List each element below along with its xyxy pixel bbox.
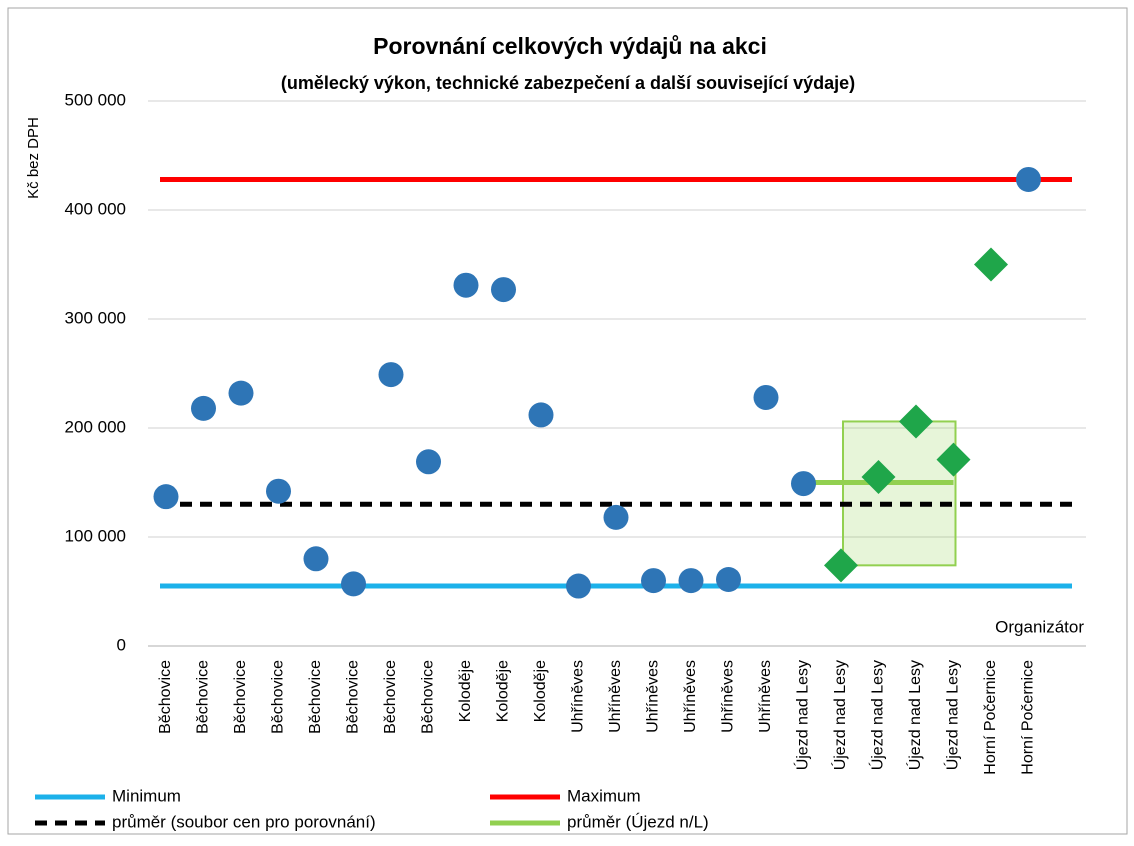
- x-tick-label: Běchovice: [157, 660, 174, 734]
- data-point: [491, 277, 516, 303]
- x-tick-label: Horní Počernice: [982, 660, 999, 775]
- y-tick-label: 400 000: [65, 199, 126, 218]
- data-point: [528, 402, 554, 428]
- x-tick-label: Újezd nad Lesy: [905, 660, 924, 770]
- y-tick-label: 100 000: [65, 526, 126, 545]
- x-tick-label: Koloděje: [457, 660, 474, 722]
- data-point: [753, 384, 779, 410]
- data-point: [641, 568, 666, 594]
- data-point: [936, 442, 971, 477]
- data-point: [1016, 166, 1041, 192]
- x-tick-label: Běchovice: [232, 660, 249, 734]
- y-tick-label: 200 000: [65, 417, 126, 436]
- x-tick-label: Uhříněves: [720, 660, 737, 733]
- data-point: [566, 573, 591, 599]
- x-tick-label: Běchovice: [420, 660, 437, 734]
- x-tick-label: Běchovice: [382, 660, 399, 734]
- data-point: [266, 478, 291, 504]
- y-tick-label: 0: [117, 635, 126, 654]
- x-tick-label: Uhříněves: [757, 660, 774, 733]
- data-point: [791, 471, 816, 497]
- x-tick-label: Koloděje: [495, 660, 512, 722]
- data-point: [974, 247, 1008, 282]
- x-tick-label: Běchovice: [345, 660, 362, 734]
- data-point: [341, 571, 366, 597]
- data-point: [824, 548, 858, 583]
- data-point: [416, 449, 441, 475]
- y-tick-label: 500 000: [65, 90, 126, 109]
- x-tick-label: Běchovice: [270, 660, 287, 734]
- y-axis-label: Kč bez DPH: [25, 117, 42, 199]
- legend-label: Maximum: [567, 786, 641, 805]
- x-tick-label: Běchovice: [307, 660, 324, 734]
- range-box: [842, 420, 957, 567]
- data-point: [899, 404, 933, 439]
- x-tick-label: Uhříněves: [607, 660, 624, 733]
- x-tick-label: Horní Počernice: [1020, 660, 1037, 775]
- data-point: [603, 504, 629, 530]
- data-point: [861, 460, 896, 495]
- x-tick-label: Uhříněves: [570, 660, 587, 733]
- data-point: [678, 568, 704, 594]
- chart-title: Porovnání celkových výdajů na akci: [373, 33, 767, 59]
- x-tick-label: Újezd nad Lesy: [943, 660, 962, 770]
- data-point: [191, 395, 216, 421]
- data-point: [303, 546, 329, 572]
- data-point: [228, 380, 254, 406]
- x-tick-label: Koloděje: [532, 660, 549, 722]
- data-point: [716, 567, 741, 593]
- legend-label: průměr (Újezd n/L): [567, 812, 709, 831]
- legend-label: průměr (soubor cen pro porovnání): [112, 812, 376, 831]
- legend-label: Minimum: [112, 786, 181, 805]
- data-point: [453, 272, 479, 298]
- x-tick-label: Újezd nad Lesy: [868, 660, 887, 770]
- x-tick-label: Uhříněves: [645, 660, 662, 733]
- x-tick-label: Uhříněves: [682, 660, 699, 733]
- x-tick-label: Újezd nad Lesy: [793, 660, 812, 770]
- x-tick-label: Újezd nad Lesy: [830, 660, 849, 770]
- x-tick-label: Běchovice: [195, 660, 212, 734]
- data-point: [378, 362, 404, 388]
- x-axis-label: Organizátor: [995, 617, 1084, 636]
- y-tick-label: 300 000: [65, 308, 126, 327]
- data-point: [153, 484, 179, 510]
- chart-subtitle: (umělecký výkon, technické zabezpečení a…: [281, 73, 855, 93]
